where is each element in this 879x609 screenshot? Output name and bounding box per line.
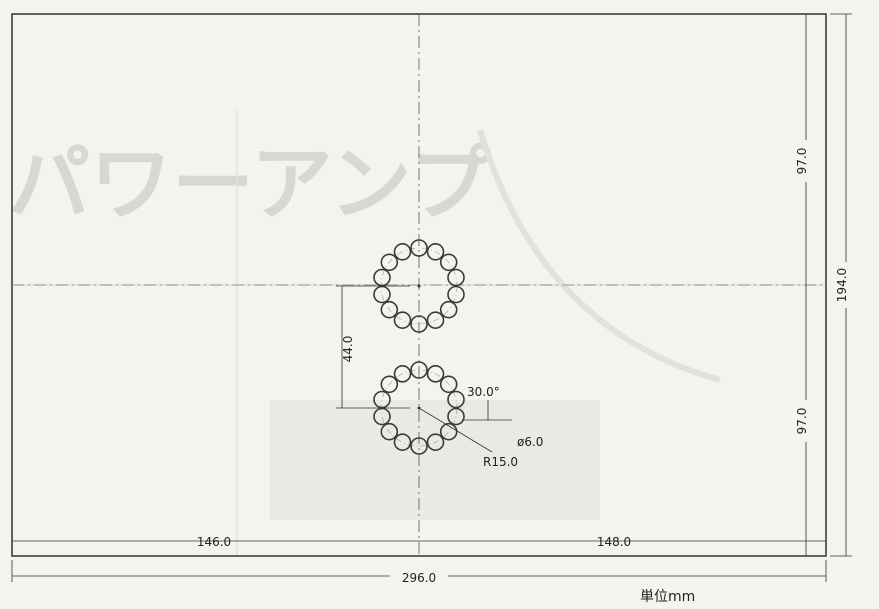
mounting-hole [373, 268, 391, 287]
circle-spacing-label: 44.0 [341, 336, 355, 363]
mounting-hole [426, 364, 445, 383]
mounting-hole [393, 364, 412, 383]
mounting-hole [380, 422, 399, 441]
mounting-hole [373, 285, 391, 304]
bolt-circle-upper [373, 239, 465, 333]
mounting-hole [439, 300, 458, 319]
unit-label: 単位mm [640, 589, 695, 605]
dimensions: 44.0 30.0° ø6.0 R15.0 146.0 148.0 296.0 … [11, 13, 855, 585]
mounting-hole [410, 437, 428, 455]
left-width-label: 146.0 [197, 535, 231, 549]
mounting-hole [410, 361, 428, 379]
mounting-hole [410, 239, 428, 257]
upper-height-label: 97.0 [795, 148, 809, 175]
mounting-hole [426, 243, 445, 261]
lower-height-label: 97.0 [795, 408, 809, 435]
mounting-hole [447, 268, 465, 287]
mounting-hole [373, 407, 391, 426]
mounting-hole [426, 311, 445, 330]
hole-diameter-label: ø6.0 [517, 435, 543, 449]
mounting-hole [393, 243, 412, 261]
background-show-through [12, 110, 826, 556]
circle-center-mark [417, 284, 421, 288]
total-height-label: 194.0 [835, 268, 849, 302]
mounting-hole [393, 311, 412, 330]
mounting-hole [447, 407, 465, 426]
mounting-hole [380, 253, 399, 272]
mounting-hole [380, 300, 399, 319]
mounting-hole [426, 433, 445, 452]
total-width-label: 296.0 [402, 571, 436, 585]
mounting-hole [380, 375, 399, 394]
pitch-radius-leader [418, 407, 493, 453]
pitch-radius-label: R15.0 [483, 455, 518, 469]
mounting-hole [410, 315, 428, 333]
pitch-angle-label: 30.0° [467, 385, 500, 399]
right-width-label: 148.0 [597, 535, 631, 549]
mounting-hole [373, 390, 391, 409]
mounting-hole [447, 390, 465, 409]
mounting-hole [439, 253, 458, 272]
background-watermark-text: パワーアンプ [8, 137, 491, 232]
mounting-hole [393, 433, 412, 452]
mounting-hole [447, 285, 465, 304]
mounting-hole [439, 375, 458, 394]
mounting-hole [439, 422, 458, 441]
